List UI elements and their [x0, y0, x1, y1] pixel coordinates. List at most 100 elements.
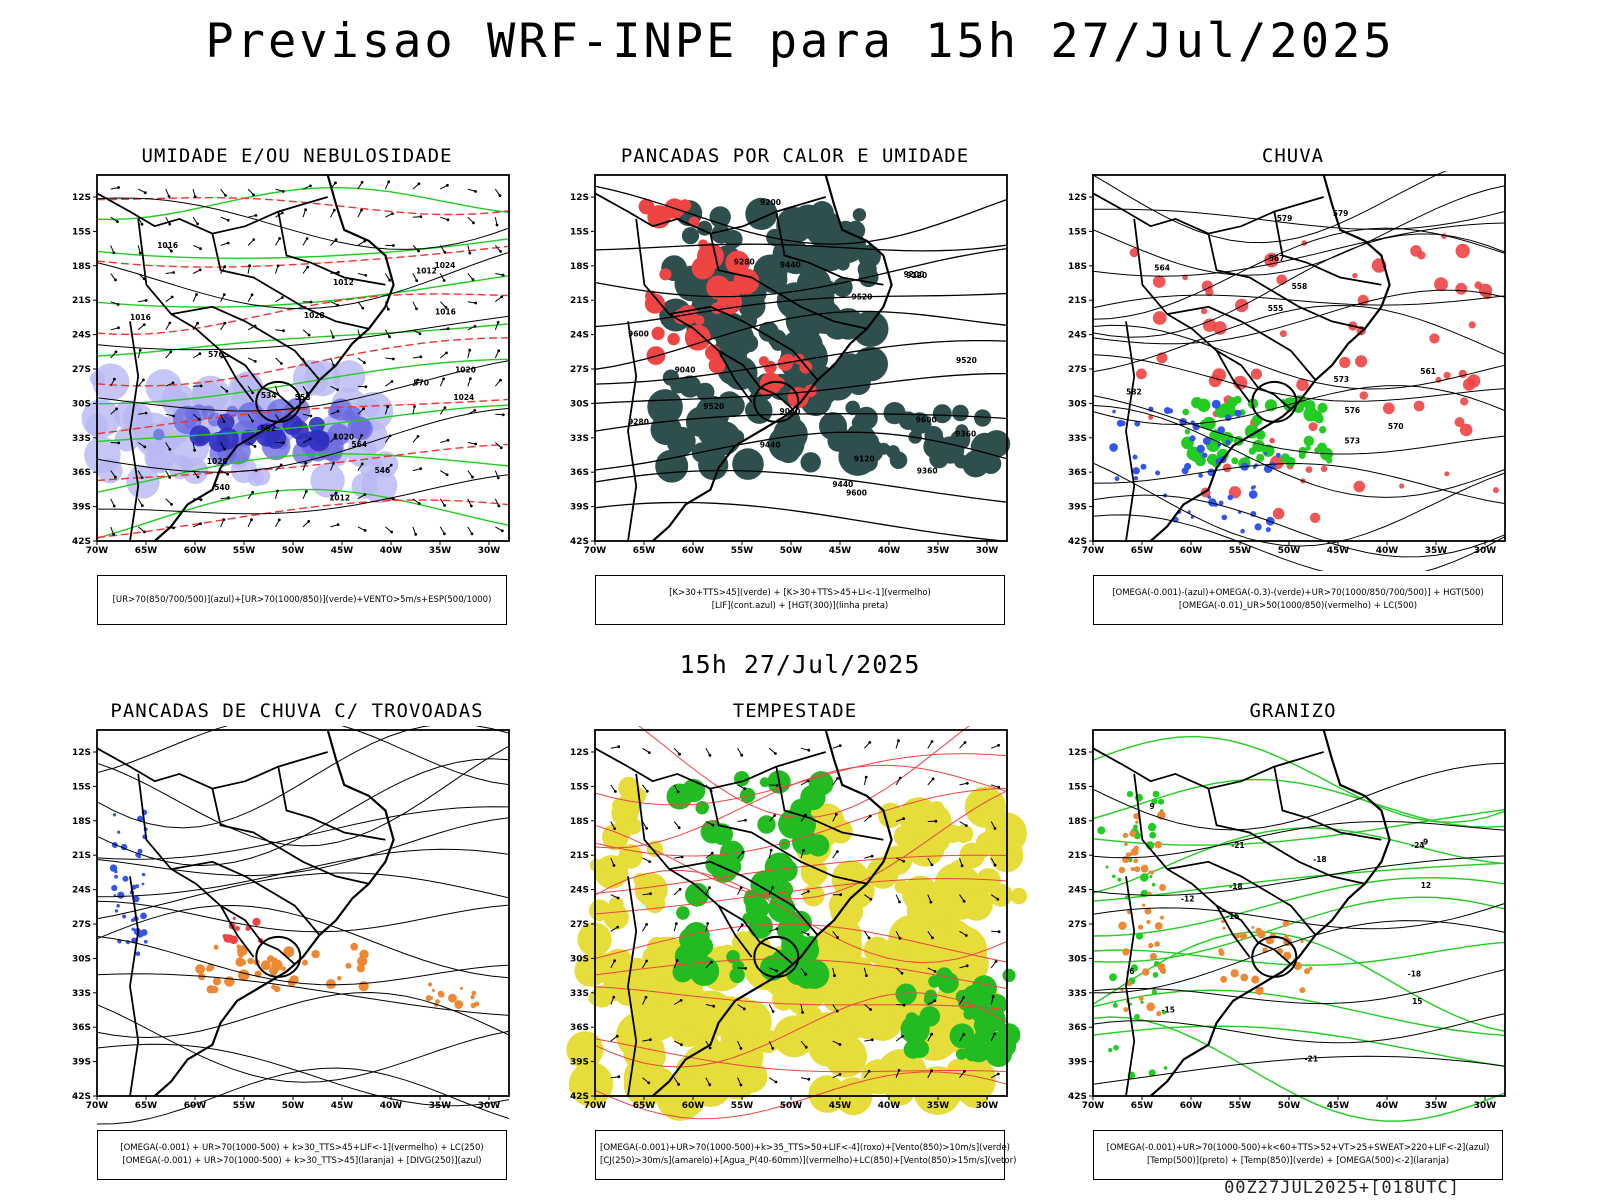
wind-arrowhead: [501, 273, 505, 277]
wind-arrowhead: [143, 530, 146, 534]
field-patch: [854, 406, 878, 430]
lon-label: 70W: [584, 546, 607, 556]
field-patch: [1130, 964, 1139, 972]
country-border: [1207, 788, 1366, 885]
contour-label: 9360: [955, 430, 976, 439]
wind-arrowhead: [304, 208, 307, 212]
field-patch: [1352, 272, 1358, 279]
wind-arrowhead: [835, 850, 839, 853]
field-patch: [659, 268, 672, 281]
panel-title: CHUVA: [1261, 145, 1325, 167]
field-patch: [1256, 453, 1265, 462]
field-patch: [1182, 408, 1190, 416]
country-border: [277, 211, 386, 286]
contour-label: 1016: [130, 313, 151, 322]
wind-arrowhead: [443, 406, 447, 410]
wind-arrowhead: [389, 463, 393, 467]
wind-arrowhead: [360, 462, 364, 466]
wind-arrowhead: [744, 818, 747, 822]
field-patch: [750, 870, 780, 900]
field-patch: [1112, 1002, 1118, 1008]
field-patch: [1148, 414, 1154, 420]
wind-arrowhead: [226, 218, 230, 222]
wind-arrowhead: [774, 1080, 778, 1084]
main-title: Previsao WRF-INPE para 15h 27/Jul/2025: [205, 14, 1395, 69]
lon-label: 70W: [86, 546, 109, 556]
wind-arrowhead: [616, 896, 620, 900]
field-patch: [645, 290, 657, 302]
field-patch: [1112, 409, 1116, 414]
field-patch: [775, 859, 798, 882]
field-patch: [1264, 252, 1279, 268]
lon-label: 70W: [86, 1101, 109, 1111]
field-patch: [802, 884, 825, 907]
field-patch: [1326, 457, 1333, 464]
field-patch: [1184, 462, 1192, 470]
map-frame: [1092, 729, 1506, 1097]
wind-arrowhead: [222, 420, 226, 423]
wind-arrowhead: [499, 250, 502, 253]
field-patch: [195, 964, 206, 974]
wind-arrowhead: [250, 518, 253, 522]
lat-label: 12S: [1068, 193, 1087, 203]
lat-label: 18S: [72, 817, 91, 827]
country-border: [96, 192, 328, 235]
field-patch: [936, 887, 971, 922]
field-patch: [895, 983, 917, 1005]
wind-arrowhead: [708, 886, 711, 889]
lon-label: 55W: [1229, 1101, 1252, 1111]
isoline: [96, 360, 510, 412]
wind-arrowhead: [253, 360, 257, 363]
isoline: [1092, 171, 1447, 244]
field-patch: [1156, 352, 1168, 364]
lat-label: 15S: [570, 227, 589, 237]
uruguay-border: [255, 380, 302, 423]
wind-arrowhead: [962, 899, 966, 903]
panel-title: GRANIZO: [1249, 700, 1337, 722]
field-patch: [311, 949, 320, 959]
isoline: [97, 474, 510, 515]
wind-arrowhead: [196, 475, 200, 479]
field-patch: [1319, 426, 1327, 434]
field-patch: [267, 955, 275, 963]
isoline: [1092, 920, 1506, 994]
wind-arrowhead: [197, 418, 201, 421]
field-patch: [460, 986, 463, 990]
field-patch: [697, 801, 709, 814]
contour-label: -18: [1229, 882, 1243, 891]
wind-arrowhead: [360, 208, 363, 212]
country-border: [1133, 773, 1251, 958]
wind-arrowhead: [838, 1073, 842, 1076]
wind-arrowhead: [468, 251, 472, 255]
lon-label: 45W: [1327, 546, 1350, 556]
wind-arrowhead: [964, 934, 968, 937]
field-patch: [1231, 457, 1239, 465]
isoline: [594, 958, 1008, 990]
wind-arrowhead: [897, 739, 900, 743]
lat-label: 36S: [570, 1023, 589, 1033]
wind-arrowhead: [332, 461, 335, 465]
field-patch: [1304, 400, 1316, 412]
wind-arrowhead: [500, 529, 504, 533]
contour-label: 1012: [329, 494, 350, 503]
lat-label: 39S: [570, 1058, 589, 1068]
isoline: [1092, 354, 1506, 402]
wind-arrowhead: [806, 779, 810, 783]
wind-arrowhead: [142, 378, 145, 382]
wind-arrowhead: [902, 1003, 906, 1007]
wind-arrowhead: [678, 752, 681, 756]
contour-label: 1024: [453, 393, 474, 402]
wind-arrowhead: [138, 348, 142, 352]
panel-pancadas-calor: PANCADAS POR CALOR E UMIDADE 12S 15S 18S 21…: [555, 145, 1035, 637]
field-patch: [431, 988, 435, 992]
isoline: [594, 185, 1008, 245]
field-patch: [1248, 490, 1258, 499]
country-border: [627, 876, 638, 1097]
field-patch: [655, 449, 689, 483]
field-patch: [260, 960, 271, 971]
contour-label: 576: [1345, 406, 1361, 415]
isoline: [96, 315, 510, 351]
isoline: [96, 1004, 510, 1083]
field-patch: [1134, 866, 1141, 873]
lon-label: 60W: [1180, 546, 1203, 556]
